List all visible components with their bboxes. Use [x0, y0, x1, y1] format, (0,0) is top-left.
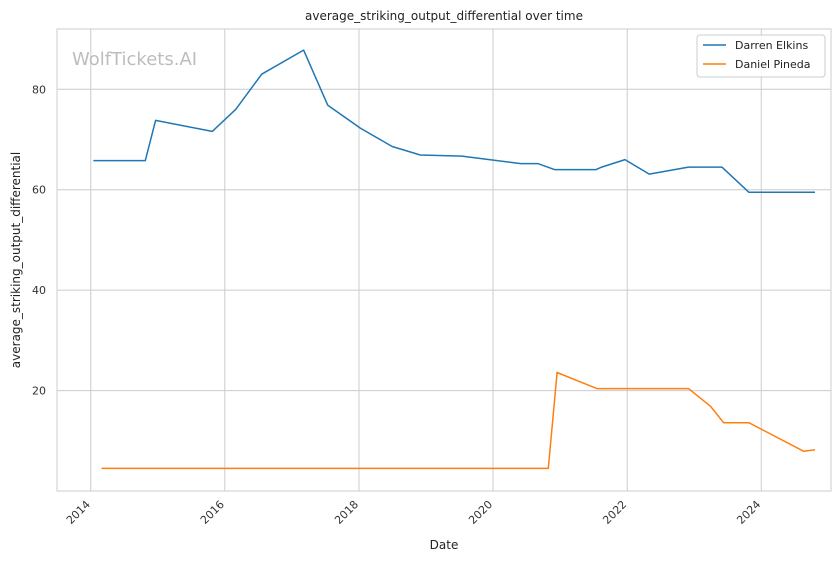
- y-tick-label: 40: [32, 284, 46, 297]
- plot-frame: [56, 28, 832, 492]
- y-tick-label: 60: [32, 184, 46, 197]
- series-line-darren-elkins: [93, 49, 815, 193]
- y-tick-label: 20: [32, 385, 46, 398]
- legend: Darren Elkins Daniel Pineda: [696, 34, 826, 78]
- series-lines: [93, 49, 816, 470]
- y-axis-label: average_striking_output_differential: [9, 152, 23, 368]
- chart-title: average_striking_output_differential ove…: [305, 9, 583, 23]
- watermark: WolfTickets.AI: [72, 49, 197, 70]
- grid: [57, 29, 831, 491]
- legend-box: [696, 34, 826, 78]
- x-axis-label: Date: [430, 538, 459, 552]
- series-line-daniel-pineda: [101, 371, 816, 470]
- legend-label-darren-elkins: Darren Elkins: [735, 39, 808, 52]
- legend-label-daniel-pineda: Daniel Pineda: [735, 58, 810, 71]
- y-tick-label: 80: [32, 83, 46, 96]
